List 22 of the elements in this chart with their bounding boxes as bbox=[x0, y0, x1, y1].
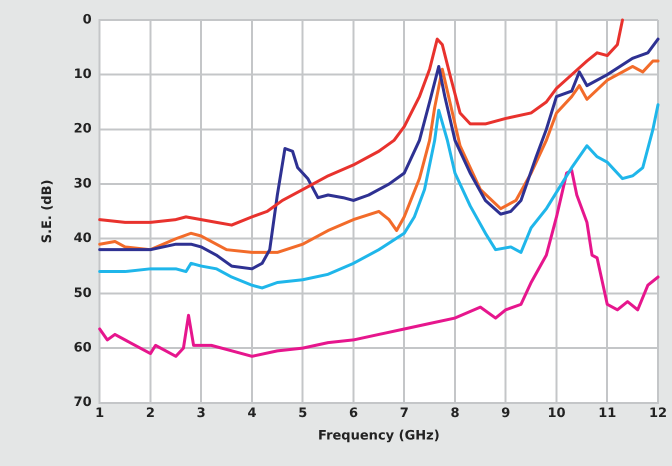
x-tick-label: 11 bbox=[598, 406, 616, 421]
x-tick-label: 3 bbox=[196, 406, 206, 421]
x-tick-label: 1 bbox=[95, 406, 104, 421]
x-tick-label: 12 bbox=[648, 406, 668, 421]
x-tick-label: 2 bbox=[146, 406, 155, 421]
x-tick-label: 8 bbox=[450, 406, 460, 421]
y-tick-label: 50 bbox=[74, 286, 92, 301]
y-tick-label: 10 bbox=[74, 67, 92, 82]
x-tick-label: 6 bbox=[348, 406, 358, 421]
y-tick-label: 20 bbox=[74, 122, 92, 137]
x-tick-label: 10 bbox=[547, 406, 566, 421]
y-axis-title: S.E. (dB) bbox=[40, 180, 56, 244]
y-tick-label: 70 bbox=[74, 395, 92, 410]
y-tick-label: 30 bbox=[74, 176, 92, 192]
x-axis-title: Frequency (GHz) bbox=[318, 428, 440, 444]
y-tick-label: 0 bbox=[82, 12, 92, 28]
y-tick-label: 60 bbox=[74, 340, 92, 356]
x-tick-label: 5 bbox=[298, 406, 308, 421]
x-tick-label: 7 bbox=[400, 406, 409, 421]
x-tick-label: 4 bbox=[247, 406, 256, 421]
y-tick-label: 40 bbox=[74, 231, 92, 246]
x-tick-label: 9 bbox=[501, 406, 510, 421]
